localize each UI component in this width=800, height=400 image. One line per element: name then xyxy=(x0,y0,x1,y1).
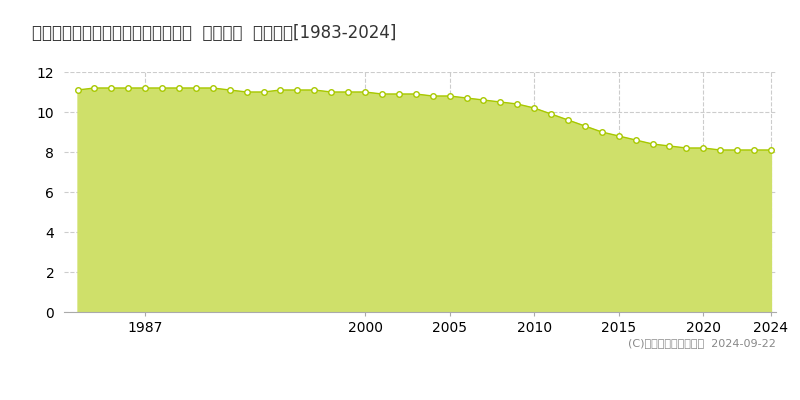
Text: 宮崎県都城市下川東１丁目７号８番  基準地価  地価推移[1983-2024]: 宮崎県都城市下川東１丁目７号８番 基準地価 地価推移[1983-2024] xyxy=(32,24,396,42)
Text: (C)土地価格ドットコム  2024-09-22: (C)土地価格ドットコム 2024-09-22 xyxy=(628,338,776,348)
